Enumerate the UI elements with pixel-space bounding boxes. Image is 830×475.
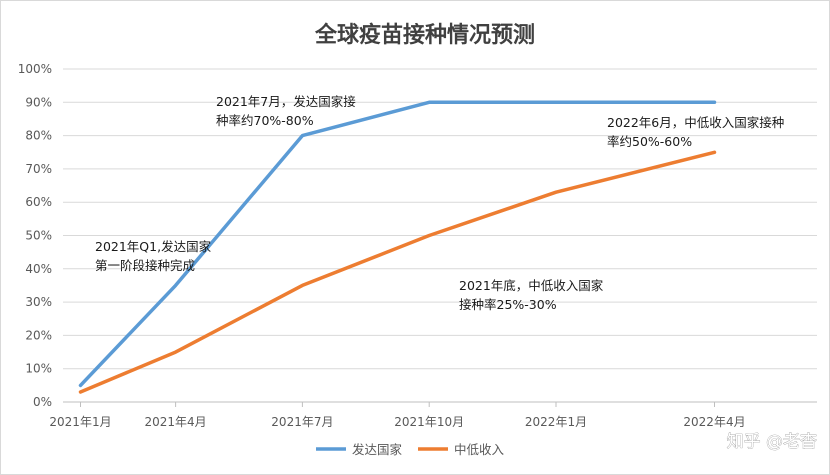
- y-tick-label: 100%: [18, 62, 52, 76]
- y-tick-label: 10%: [25, 362, 52, 376]
- y-tick-label: 0%: [33, 395, 52, 409]
- x-tick-label: 2022年1月: [525, 415, 587, 429]
- annotation-line: 2021年Q1,发达国家: [95, 239, 212, 254]
- y-tick-label: 40%: [25, 262, 52, 276]
- x-tick-label: 2021年10月: [394, 415, 464, 429]
- y-tick-label: 30%: [25, 295, 52, 309]
- y-tick-label: 20%: [25, 328, 52, 342]
- y-tick-label: 60%: [25, 195, 52, 209]
- x-tick-label: 2021年1月: [49, 415, 111, 429]
- x-tick-label: 2021年4月: [145, 415, 207, 429]
- watermark: 知乎 @老杳: [727, 432, 817, 452]
- annotation-line: 2021年底，中低收入国家: [459, 278, 604, 293]
- annotation-line: 接种率25%-30%: [459, 297, 557, 312]
- x-tick-label: 2021年7月: [271, 415, 333, 429]
- y-tick-label: 80%: [25, 129, 52, 143]
- y-tick-label: 50%: [25, 229, 52, 243]
- legend-label: 发达国家: [352, 442, 403, 457]
- legend-label: 中低收入: [454, 442, 505, 457]
- annotation-line: 第一阶段接种完成: [95, 258, 195, 273]
- x-tick-label: 2022年4月: [683, 415, 745, 429]
- annotation-line: 种率约70%-80%: [216, 113, 314, 128]
- annotation-line: 率约50%-60%: [607, 134, 692, 149]
- series-developed-line: [78, 100, 717, 388]
- annotation-line: 2021年7月，发达国家接: [216, 94, 356, 109]
- y-tick-label: 90%: [25, 95, 52, 109]
- annotation-line: 2022年6月，中低收入国家接种: [607, 115, 784, 130]
- y-tick-label: 70%: [25, 162, 52, 176]
- series-developing-line: [78, 150, 717, 394]
- chart-title: 全球疫苗接种情况预测: [314, 22, 535, 48]
